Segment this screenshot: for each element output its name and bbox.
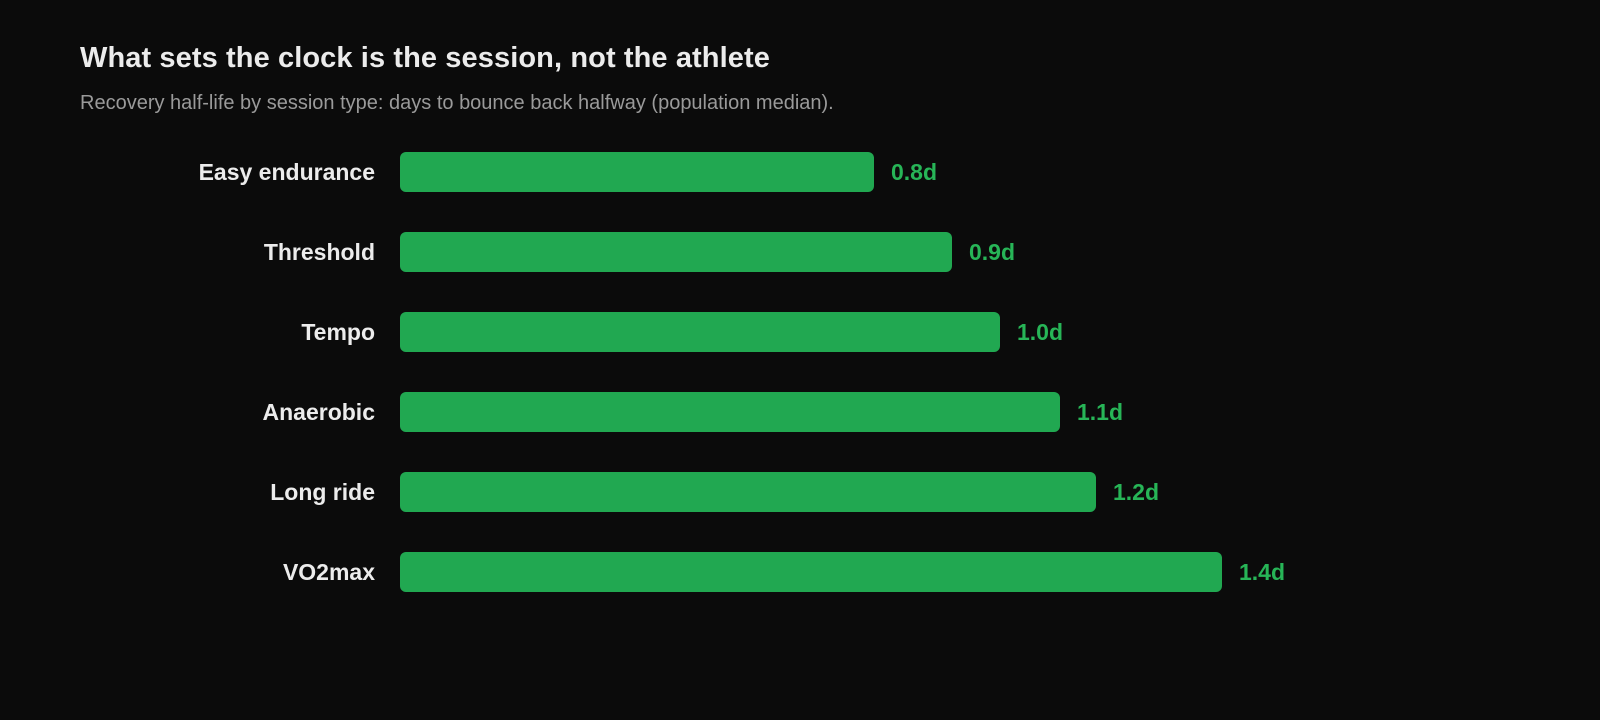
- chart-subtitle: Recovery half-life by session type: days…: [80, 92, 834, 114]
- value-label: 0.8d: [891, 159, 937, 185]
- category-label: Tempo: [301, 319, 375, 345]
- bar: [400, 472, 1096, 512]
- value-label: 1.2d: [1113, 479, 1159, 505]
- category-label: Long ride: [270, 479, 375, 505]
- value-label: 1.1d: [1077, 399, 1123, 425]
- value-label: 0.9d: [969, 239, 1015, 265]
- category-label: VO2max: [283, 559, 375, 585]
- bar: [400, 312, 1000, 352]
- category-label: Easy endurance: [199, 159, 375, 185]
- category-label: Threshold: [264, 239, 375, 265]
- value-label: 1.4d: [1239, 559, 1285, 585]
- value-label: 1.0d: [1017, 319, 1063, 345]
- category-label: Anaerobic: [263, 399, 376, 425]
- bar: [400, 152, 874, 192]
- bar: [400, 232, 952, 272]
- bar: [400, 392, 1060, 432]
- bar: [400, 552, 1222, 592]
- chart-title: What sets the clock is the session, not …: [80, 42, 770, 74]
